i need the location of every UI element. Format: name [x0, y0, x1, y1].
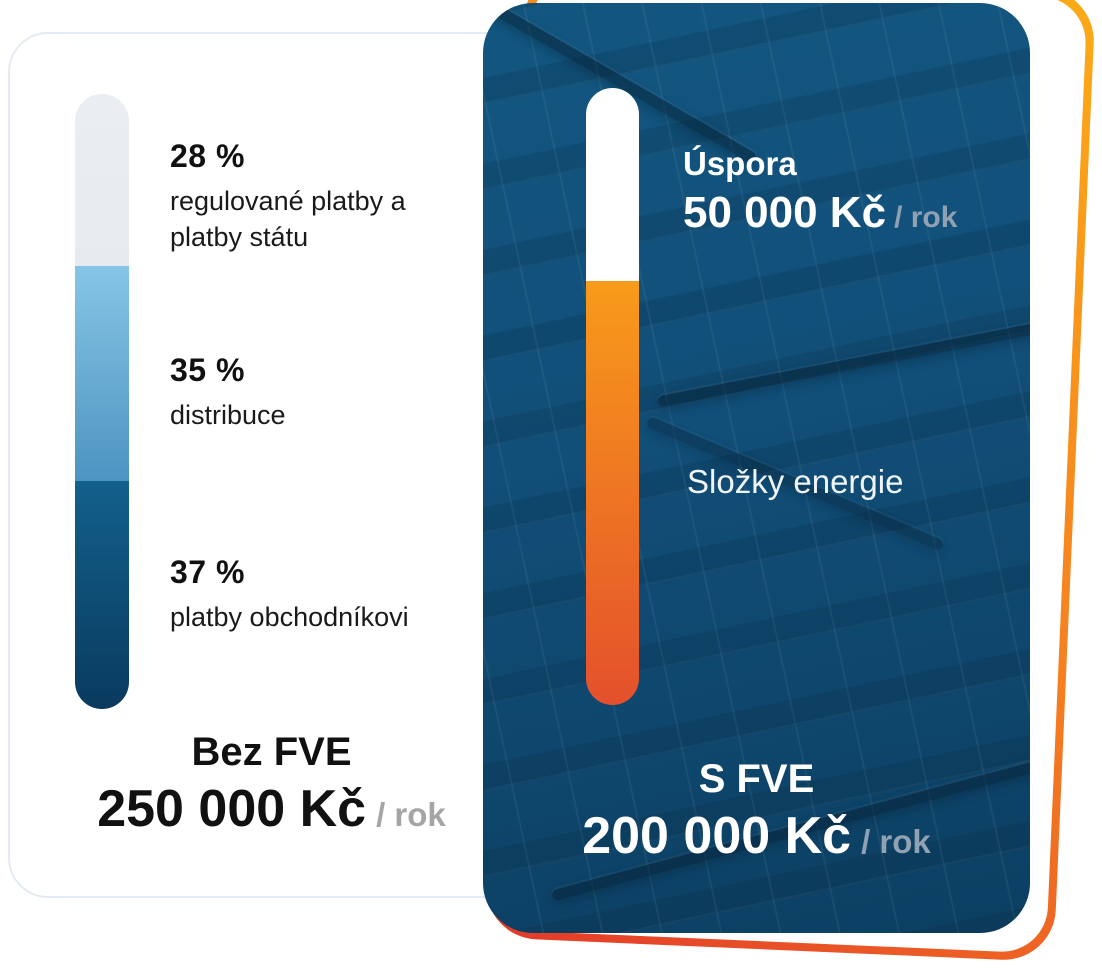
bar-segment	[586, 281, 639, 705]
total-amount: 250 000 Kč	[97, 780, 367, 838]
solar-panel-photo-background	[483, 3, 1030, 933]
per-year-unit: / rok	[376, 796, 446, 833]
s-fve-total: S FVE 200 000 Kč / rok	[483, 755, 1030, 867]
segment-description: distribuce	[170, 399, 286, 430]
bez-fve-card: 28 % regulované platby a platby státu 35…	[8, 32, 535, 898]
total-amount-line: 200 000 Kč / rok	[483, 807, 1030, 867]
segment-percent: 35 %	[170, 352, 245, 388]
savings-amount: 50 000 Kč	[683, 187, 887, 237]
segment-percent: 28 %	[170, 138, 245, 174]
segment-description: regulované platby a platby státu	[170, 185, 406, 252]
segment-label-platby-obchodnikovi: 37 % platby obchodníkovi	[170, 554, 432, 636]
bar-segment	[75, 481, 129, 709]
bez-fve-total: Bez FVE 250 000 Kč / rok	[10, 728, 533, 840]
total-amount-line: 250 000 Kč / rok	[10, 780, 533, 840]
bar-segment	[75, 94, 129, 267]
s-fve-card: Úspora 50 000 Kč / rok Složky energie S F…	[483, 3, 1030, 933]
segment-description: platby obchodníkovi	[170, 601, 409, 632]
bar-segment	[75, 266, 129, 482]
scenario-title: Bez FVE	[191, 730, 352, 774]
segment-label-regulovane-platby: 28 % regulované platby a platby státu	[170, 138, 432, 256]
savings-block: Úspora 50 000 Kč / rok	[683, 144, 957, 239]
panel-rail-line	[657, 289, 1030, 408]
bez-fve-stacked-bar	[75, 94, 129, 709]
bar-segment	[586, 88, 639, 282]
savings-amount-line: 50 000 Kč / rok	[683, 187, 957, 240]
s-fve-stacked-bar	[586, 88, 639, 705]
scenario-title: S FVE	[698, 757, 815, 801]
per-year-unit: / rok	[861, 823, 931, 860]
energy-components-label: Složky energie	[687, 463, 904, 500]
segment-percent: 37 %	[170, 554, 245, 590]
total-amount: 200 000 Kč	[582, 807, 852, 865]
savings-title: Úspora	[683, 145, 797, 182]
per-year-unit: / rok	[894, 200, 958, 234]
segment-label-distribuce: 35 % distribuce	[170, 352, 432, 434]
